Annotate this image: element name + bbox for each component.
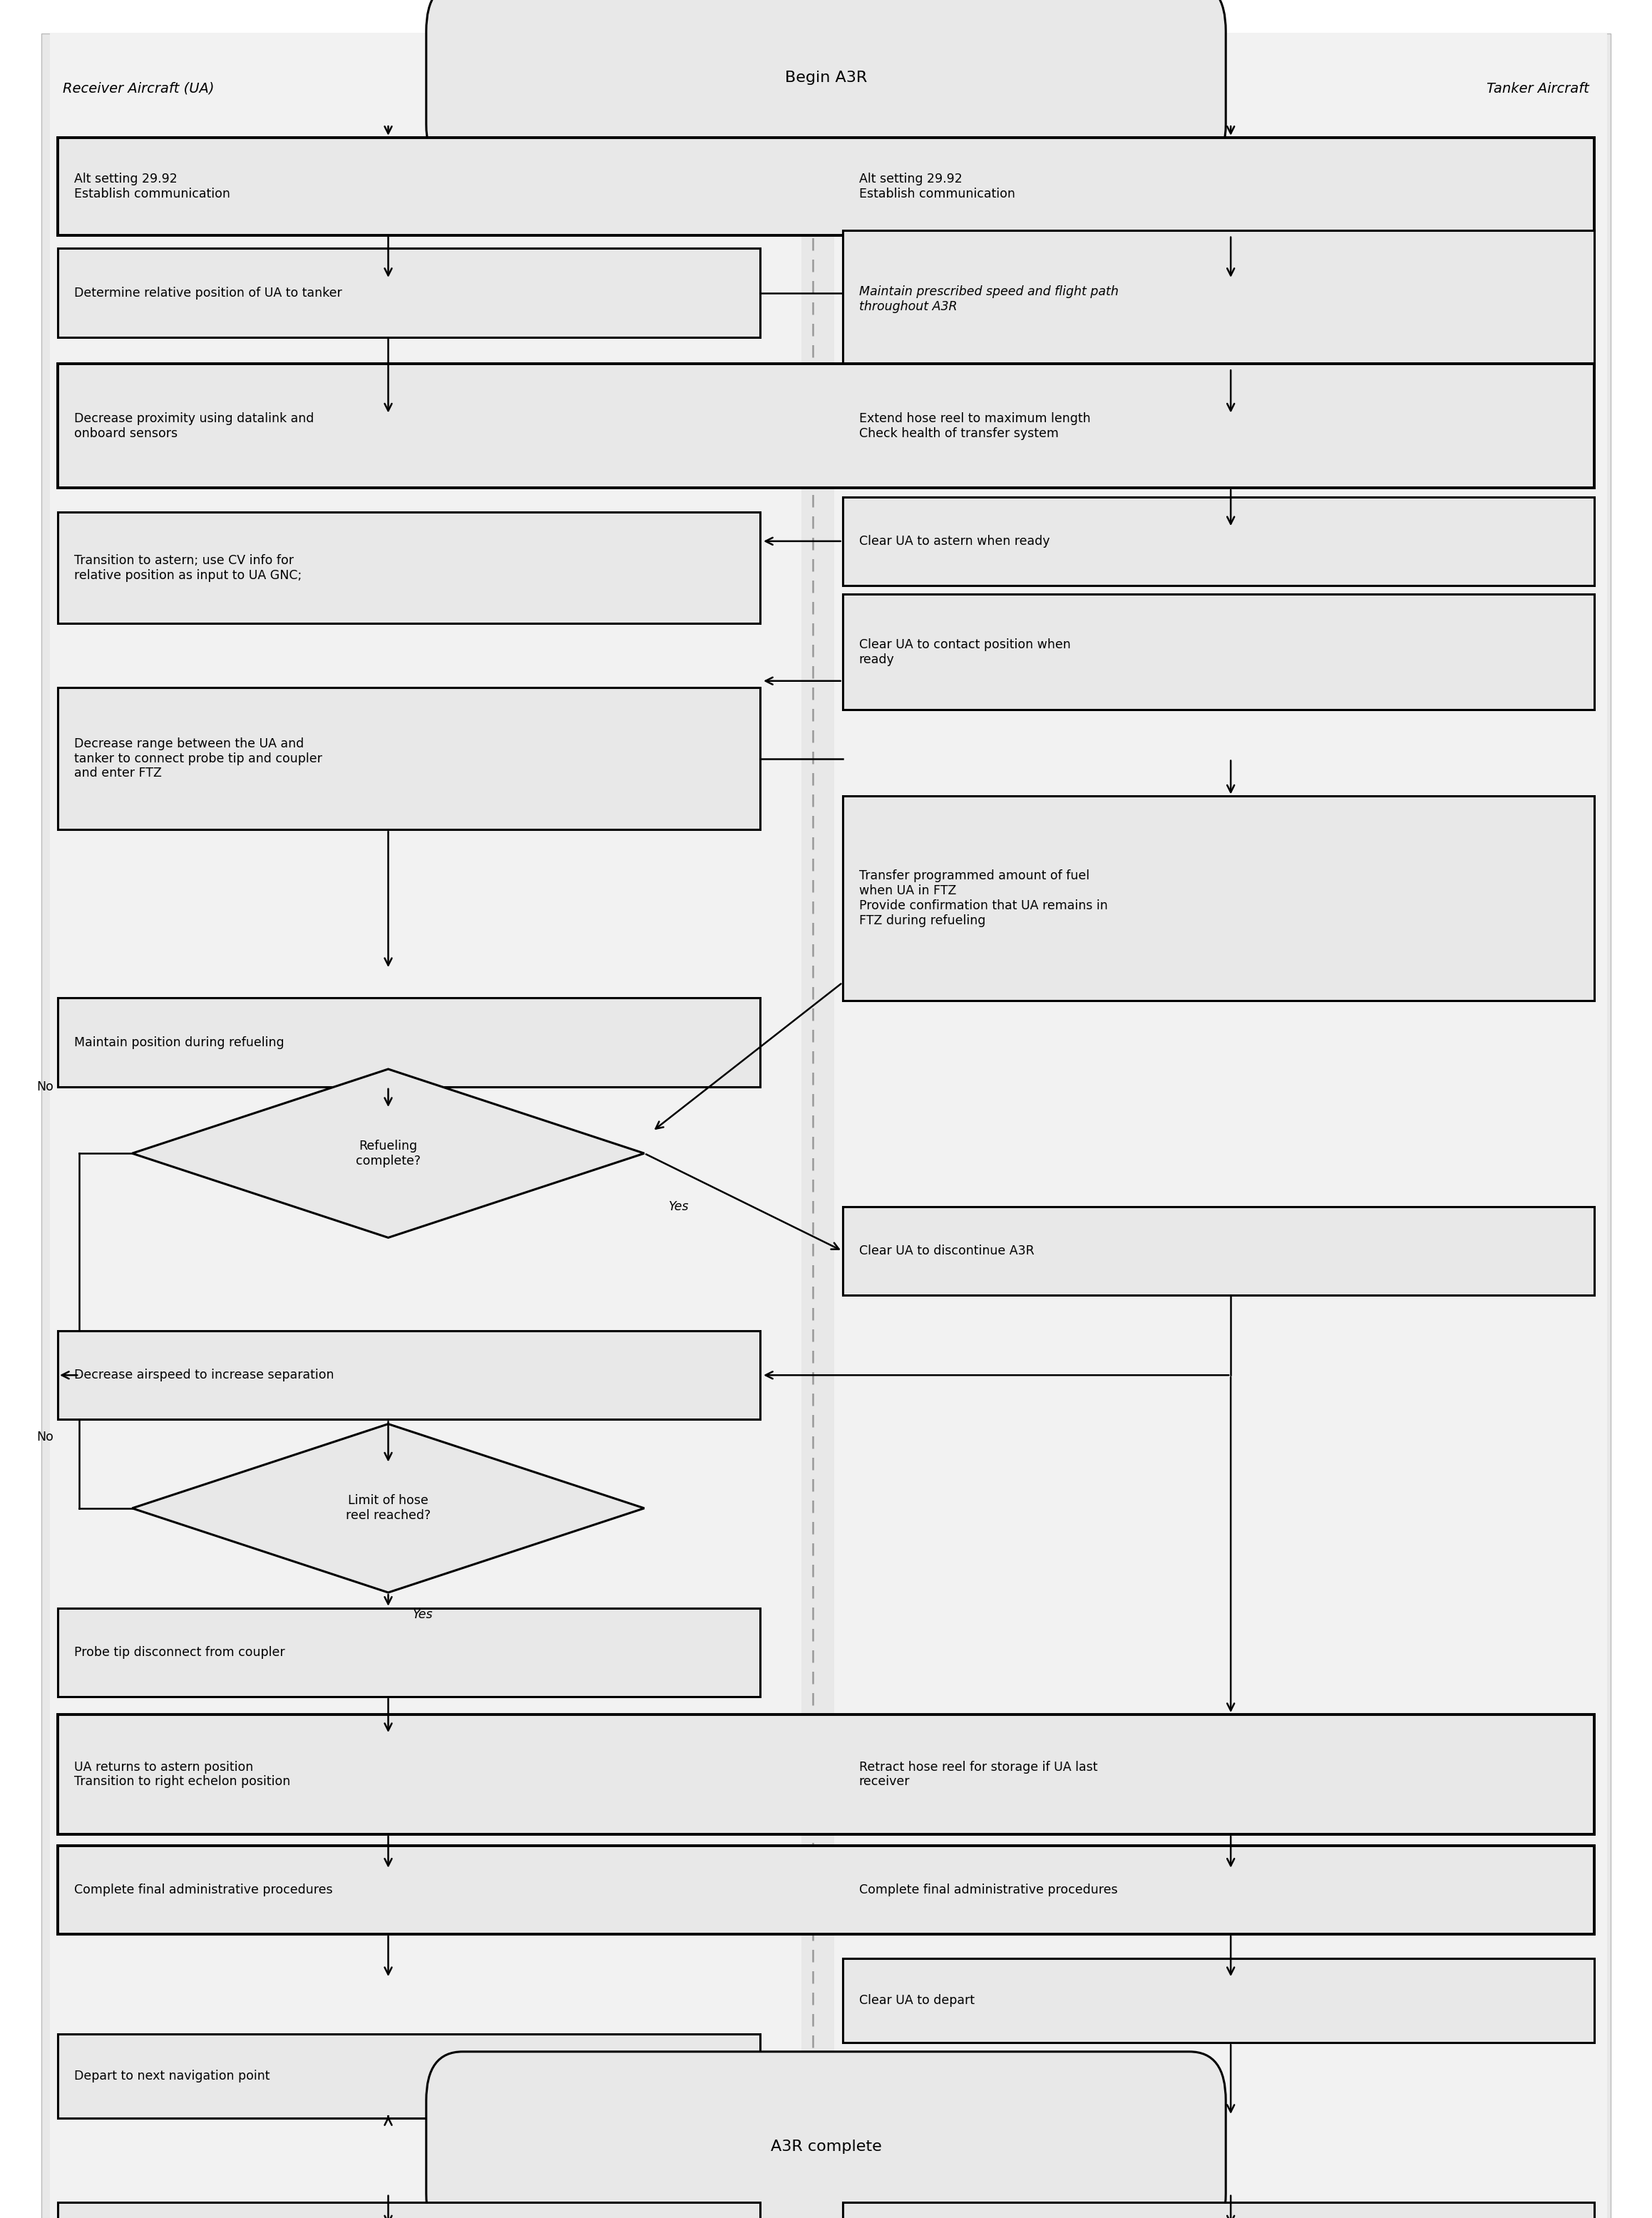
FancyBboxPatch shape: [843, 796, 1594, 1000]
FancyBboxPatch shape: [58, 998, 760, 1087]
FancyBboxPatch shape: [58, 512, 760, 623]
FancyBboxPatch shape: [58, 248, 760, 337]
Polygon shape: [132, 1069, 644, 1238]
FancyBboxPatch shape: [58, 1608, 760, 1697]
Text: Limit of hose
reel reached?: Limit of hose reel reached?: [345, 1495, 431, 1522]
FancyBboxPatch shape: [58, 2202, 760, 2218]
Text: Complete final administrative procedures: Complete final administrative procedures: [859, 1883, 1118, 1896]
FancyBboxPatch shape: [41, 33, 1611, 2218]
FancyBboxPatch shape: [58, 2034, 760, 2118]
Text: Tanker Aircraft: Tanker Aircraft: [1487, 82, 1589, 95]
Text: Transfer programmed amount of fuel
when UA in FTZ
Provide confirmation that UA r: Transfer programmed amount of fuel when …: [859, 869, 1108, 927]
Text: Decrease range between the UA and
tanker to connect probe tip and coupler
and en: Decrease range between the UA and tanker…: [74, 736, 322, 781]
Text: Decrease airspeed to increase separation: Decrease airspeed to increase separation: [74, 1369, 334, 1382]
FancyBboxPatch shape: [58, 364, 1594, 488]
FancyBboxPatch shape: [843, 231, 1594, 368]
Text: Clear UA to discontinue A3R: Clear UA to discontinue A3R: [859, 1244, 1034, 1258]
Text: Determine relative position of UA to tanker: Determine relative position of UA to tan…: [74, 286, 342, 299]
Text: Complete final administrative procedures: Complete final administrative procedures: [74, 1883, 334, 1896]
Text: Clear UA to depart: Clear UA to depart: [859, 1994, 975, 2007]
FancyBboxPatch shape: [58, 1331, 760, 1420]
FancyBboxPatch shape: [426, 0, 1226, 173]
Text: Receiver Aircraft (UA): Receiver Aircraft (UA): [63, 82, 215, 95]
FancyBboxPatch shape: [58, 1715, 1594, 1834]
FancyBboxPatch shape: [58, 1845, 1594, 1934]
Text: Maintain position during refueling: Maintain position during refueling: [74, 1036, 284, 1049]
FancyBboxPatch shape: [58, 688, 760, 830]
Text: UA returns to astern position
Transition to right echelon position: UA returns to astern position Transition…: [74, 1761, 291, 1788]
Text: Begin A3R: Begin A3R: [785, 71, 867, 84]
Text: No: No: [36, 1431, 53, 1444]
Text: A3R complete: A3R complete: [770, 2140, 882, 2154]
FancyBboxPatch shape: [843, 497, 1594, 586]
Text: Alt setting 29.92
Establish communication: Alt setting 29.92 Establish communicatio…: [74, 173, 230, 200]
Text: No: No: [36, 1080, 53, 1093]
Text: Refueling
complete?: Refueling complete?: [355, 1140, 421, 1167]
Text: Maintain prescribed speed and flight path
throughout A3R: Maintain prescribed speed and flight pat…: [859, 286, 1118, 313]
Text: Probe tip disconnect from coupler: Probe tip disconnect from coupler: [74, 1646, 286, 1659]
Text: Yes: Yes: [413, 1608, 433, 1621]
FancyBboxPatch shape: [843, 594, 1594, 710]
FancyBboxPatch shape: [426, 2052, 1226, 2218]
Text: Clear UA to contact position when
ready: Clear UA to contact position when ready: [859, 639, 1070, 665]
Text: Alt setting 29.92
Establish communication: Alt setting 29.92 Establish communicatio…: [859, 173, 1014, 200]
Text: Extend hose reel to maximum length
Check health of transfer system: Extend hose reel to maximum length Check…: [859, 413, 1090, 439]
FancyBboxPatch shape: [843, 1207, 1594, 1295]
FancyBboxPatch shape: [58, 138, 1594, 235]
FancyBboxPatch shape: [843, 2202, 1594, 2218]
FancyBboxPatch shape: [50, 33, 801, 2218]
FancyBboxPatch shape: [843, 1958, 1594, 2043]
Text: Depart to next navigation point: Depart to next navigation point: [74, 2069, 269, 2083]
Text: Transition to astern; use CV info for
relative position as input to UA GNC;: Transition to astern; use CV info for re…: [74, 554, 302, 581]
Text: Clear UA to astern when ready: Clear UA to astern when ready: [859, 535, 1049, 548]
Text: Decrease proximity using datalink and
onboard sensors: Decrease proximity using datalink and on…: [74, 413, 314, 439]
Text: Yes: Yes: [669, 1200, 689, 1213]
Text: Retract hose reel for storage if UA last
receiver: Retract hose reel for storage if UA last…: [859, 1761, 1097, 1788]
FancyBboxPatch shape: [834, 33, 1607, 2218]
Polygon shape: [132, 1424, 644, 1593]
